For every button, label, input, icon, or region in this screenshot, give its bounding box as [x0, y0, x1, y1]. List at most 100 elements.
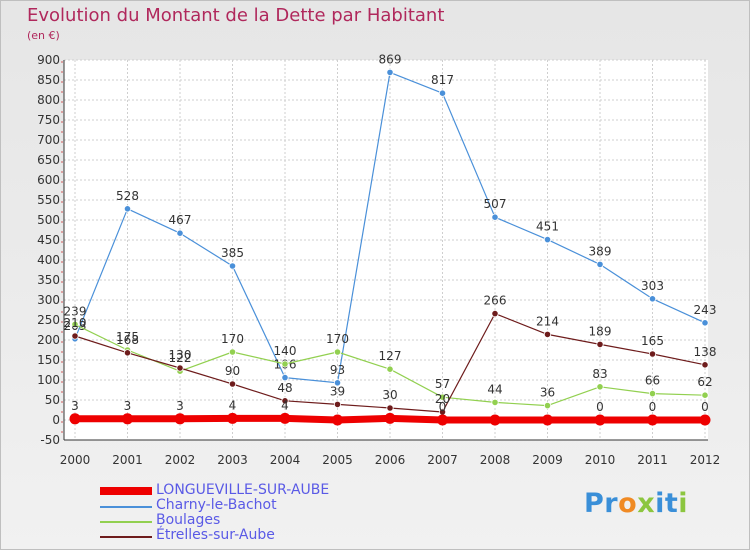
data-point [227, 412, 238, 424]
data-point [228, 262, 237, 270]
data-point [648, 295, 657, 303]
y-tick-label: 800 [37, 93, 60, 107]
data-label: 385 [221, 246, 244, 260]
data-point [386, 68, 394, 77]
data-label: 189 [589, 324, 612, 338]
y-tick-label: 250 [37, 313, 60, 327]
data-label: 83 [592, 367, 607, 381]
data-label: 243 [694, 303, 717, 317]
data-point [701, 319, 709, 327]
legend-label: LONGUEVILLE-SUR-AUBE [156, 482, 330, 498]
data-point [594, 414, 606, 426]
data-label: 0 [701, 400, 709, 414]
y-tick-label: -50 [40, 433, 60, 447]
y-tick-label: 500 [37, 213, 60, 227]
data-point [123, 349, 132, 357]
legend-label: Étrelles-sur-Aube [156, 527, 275, 543]
data-point [701, 391, 709, 399]
data-label: 210 [64, 316, 87, 330]
y-tick-label: 50 [45, 393, 60, 407]
data-label: 130 [169, 348, 192, 362]
data-label: 127 [379, 349, 402, 363]
logo-letter: o [618, 488, 638, 519]
data-point [176, 364, 184, 372]
y-tick-label: 100 [37, 373, 60, 387]
data-point [648, 389, 657, 398]
data-point [543, 236, 552, 244]
data-point [176, 229, 184, 237]
data-label: 170 [326, 332, 349, 346]
y-tick-label: 450 [37, 233, 60, 247]
data-point [386, 365, 394, 373]
y-tick-label: 600 [37, 173, 60, 187]
data-label: 467 [169, 213, 192, 227]
logo-letter: i [655, 488, 665, 519]
data-label: 3 [124, 399, 132, 413]
y-tick-label: 350 [37, 273, 60, 287]
y-tick-label: 750 [37, 113, 60, 127]
data-point [596, 383, 604, 391]
logo-letter: P [584, 488, 605, 519]
data-label: 122 [169, 351, 192, 365]
logo-letter: i [678, 488, 689, 519]
data-label: 507 [484, 197, 507, 211]
data-label: 20 [435, 392, 450, 406]
data-point [333, 379, 342, 387]
data-label: 44 [487, 382, 502, 396]
data-point [122, 413, 133, 425]
data-point [69, 413, 81, 425]
y-tick-label: 400 [37, 253, 60, 267]
legend-swatch [100, 536, 152, 538]
data-label: 4 [281, 398, 289, 412]
y-tick-label: 550 [37, 193, 60, 207]
y-tick-label: 650 [37, 153, 60, 167]
legend-label: Boulages [156, 512, 221, 528]
data-point [596, 260, 604, 268]
data-point [228, 380, 237, 388]
data-label: 48 [277, 381, 292, 395]
x-tick-label: 2001 [112, 453, 143, 467]
data-point [384, 412, 396, 424]
y-tick-label: 700 [37, 133, 60, 147]
data-label: 90 [225, 364, 240, 378]
data-label: 869 [379, 52, 402, 66]
data-label: 389 [589, 244, 612, 258]
legend-swatch [100, 521, 152, 523]
data-point [281, 397, 289, 405]
data-point [333, 400, 342, 408]
logo-letter: t [664, 488, 679, 519]
data-point [491, 398, 499, 406]
data-point [123, 205, 132, 213]
data-point [228, 348, 237, 356]
proxiti-logo: Proxiti [584, 488, 688, 519]
data-label: 57 [435, 377, 450, 391]
data-point [701, 361, 709, 369]
y-tick-label: 200 [37, 333, 60, 347]
legend-swatch [100, 506, 152, 508]
y-tick-label: 300 [37, 293, 60, 307]
x-tick-label: 2004 [270, 453, 301, 467]
data-label: 817 [431, 73, 454, 87]
x-tick-label: 2007 [427, 453, 458, 467]
x-tick-label: 2006 [375, 453, 406, 467]
data-label: 4 [229, 398, 237, 412]
data-label: 168 [116, 333, 139, 347]
data-point [543, 401, 552, 410]
chart-subtitle: (en €) [27, 29, 60, 42]
data-point [281, 360, 289, 368]
data-label: 39 [330, 384, 345, 398]
data-point [332, 414, 343, 426]
data-point [71, 332, 79, 340]
x-tick-label: 2002 [165, 453, 196, 467]
y-tick-label: 0 [52, 413, 60, 427]
data-label: 62 [697, 375, 712, 389]
data-point [596, 340, 604, 348]
y-tick-label: 850 [37, 73, 60, 87]
data-label: 3 [71, 399, 79, 413]
data-label: 138 [694, 345, 717, 359]
data-label: 140 [274, 344, 297, 358]
plot-area [64, 60, 708, 440]
data-label: 170 [221, 332, 244, 346]
data-point [438, 393, 447, 401]
